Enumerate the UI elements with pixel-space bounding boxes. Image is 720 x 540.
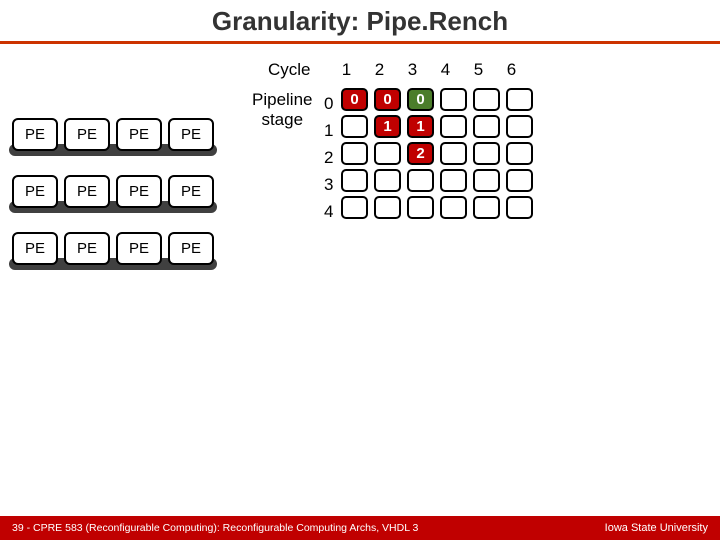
pipeline-label-l2: stage bbox=[261, 110, 303, 129]
pe-cell: PE bbox=[168, 118, 214, 151]
grid-cell: 1 bbox=[374, 115, 401, 138]
pe-cell: PE bbox=[64, 232, 110, 265]
pe-cell: PE bbox=[168, 232, 214, 265]
pipeline-stage-label: Pipeline stage bbox=[252, 90, 313, 129]
slide-title: Granularity: Pipe.Rench bbox=[0, 0, 720, 37]
grid-cell bbox=[440, 142, 467, 165]
cycle-number: 6 bbox=[495, 60, 528, 80]
footer-left: 39 - CPRE 583 (Reconfigurable Computing)… bbox=[12, 522, 418, 534]
grid-row bbox=[341, 169, 533, 192]
pipeline-row-number: 3 bbox=[324, 171, 333, 198]
cycle-numbers: 123456 bbox=[330, 60, 528, 80]
grid-cell bbox=[374, 169, 401, 192]
grid-row: 000 bbox=[341, 88, 533, 111]
grid-cell: 0 bbox=[341, 88, 368, 111]
grid-cell bbox=[407, 196, 434, 219]
grid-cell: 1 bbox=[407, 115, 434, 138]
grid-cell bbox=[407, 169, 434, 192]
pe-row: PEPEPEPE bbox=[12, 175, 214, 210]
grid-cell bbox=[473, 169, 500, 192]
pipeline-row-number: 2 bbox=[324, 144, 333, 171]
cycle-label: Cycle bbox=[268, 60, 311, 80]
grid-cell bbox=[473, 142, 500, 165]
grid-cell bbox=[341, 196, 368, 219]
grid-cell bbox=[506, 142, 533, 165]
grid-cell: 2 bbox=[407, 142, 434, 165]
grid-cell bbox=[506, 88, 533, 111]
pe-row: PEPEPEPE bbox=[12, 118, 214, 153]
pe-cell: PE bbox=[116, 232, 162, 265]
pe-row: PEPEPEPE bbox=[12, 232, 214, 267]
grid-cell bbox=[506, 115, 533, 138]
grid-row: 11 bbox=[341, 115, 533, 138]
cycle-number: 3 bbox=[396, 60, 429, 80]
pipeline-row-labels: 01234 bbox=[324, 90, 333, 225]
grid-cell bbox=[506, 196, 533, 219]
title-rule bbox=[0, 41, 720, 44]
pe-cell: PE bbox=[12, 175, 58, 208]
grid-row bbox=[341, 196, 533, 219]
grid-cell bbox=[473, 88, 500, 111]
pipeline-row-number: 0 bbox=[324, 90, 333, 117]
cycle-number: 1 bbox=[330, 60, 363, 80]
grid-cell bbox=[440, 169, 467, 192]
pipeline-label-l1: Pipeline bbox=[252, 90, 313, 109]
grid-cell bbox=[440, 88, 467, 111]
grid-row: 2 bbox=[341, 142, 533, 165]
grid-cell: 0 bbox=[407, 88, 434, 111]
cycle-number: 5 bbox=[462, 60, 495, 80]
grid-cell bbox=[506, 169, 533, 192]
pe-grid: PEPEPEPEPEPEPEPEPEPEPEPE bbox=[12, 118, 214, 289]
pe-cell: PE bbox=[116, 175, 162, 208]
grid-cell bbox=[341, 142, 368, 165]
pe-cell: PE bbox=[12, 118, 58, 151]
cycle-number: 2 bbox=[363, 60, 396, 80]
schedule-grid: 000112 bbox=[341, 88, 533, 223]
footer-bar: 39 - CPRE 583 (Reconfigurable Computing)… bbox=[0, 516, 720, 540]
grid-cell bbox=[341, 169, 368, 192]
grid-cell bbox=[473, 196, 500, 219]
pipeline-row-number: 1 bbox=[324, 117, 333, 144]
cycle-number: 4 bbox=[429, 60, 462, 80]
grid-cell bbox=[473, 115, 500, 138]
grid-cell bbox=[341, 115, 368, 138]
pe-cell: PE bbox=[64, 118, 110, 151]
pe-cell: PE bbox=[116, 118, 162, 151]
pe-cell: PE bbox=[12, 232, 58, 265]
grid-cell bbox=[374, 196, 401, 219]
pe-cell: PE bbox=[64, 175, 110, 208]
grid-cell bbox=[374, 142, 401, 165]
grid-cell: 0 bbox=[374, 88, 401, 111]
content-area: PEPEPEPEPEPEPEPEPEPEPEPE Cycle 123456 Pi… bbox=[0, 52, 720, 492]
grid-cell bbox=[440, 196, 467, 219]
pe-cell: PE bbox=[168, 175, 214, 208]
grid-cell bbox=[440, 115, 467, 138]
footer-right: Iowa State University bbox=[605, 522, 708, 534]
pipeline-row-number: 4 bbox=[324, 198, 333, 225]
